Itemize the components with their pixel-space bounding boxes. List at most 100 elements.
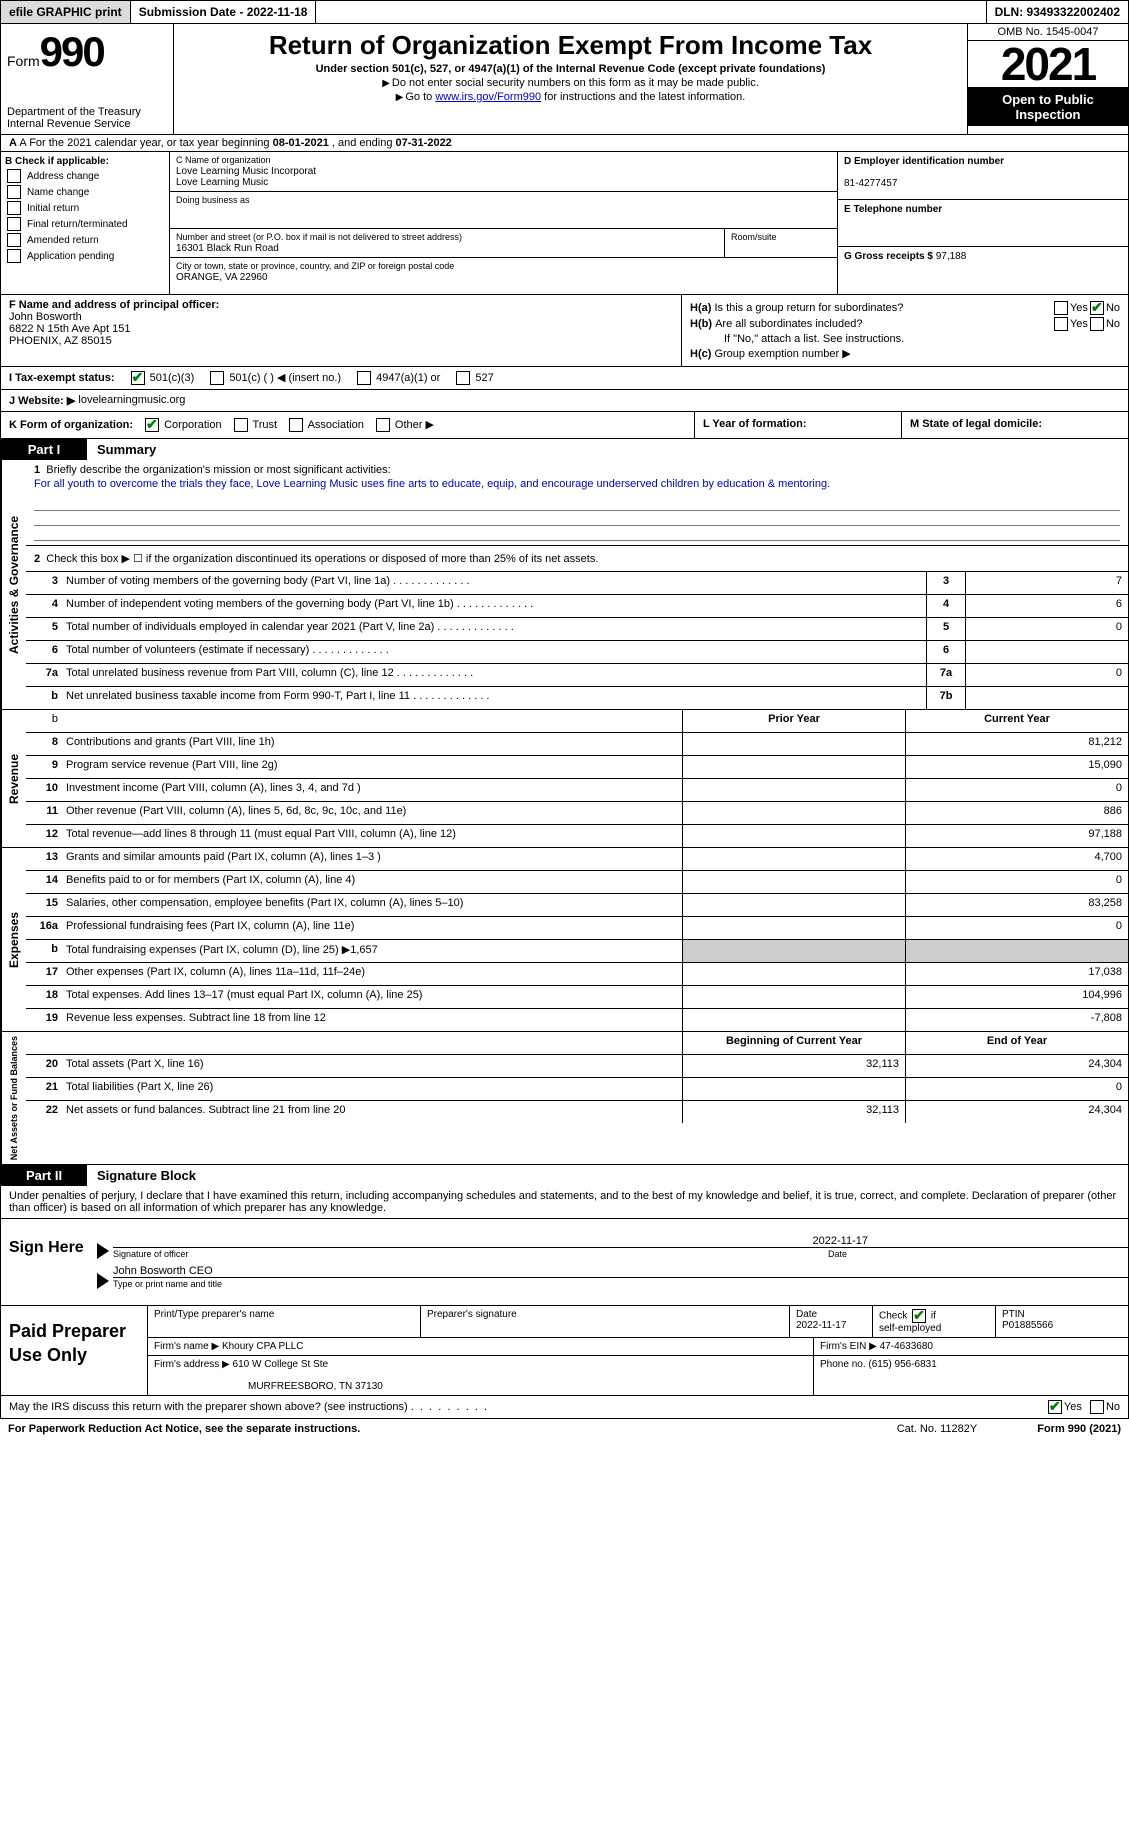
dba-box: Doing business as	[170, 192, 837, 229]
efile-print-button[interactable]: efile GRAPHIC print	[1, 1, 131, 23]
expense-line: bTotal fundraising expenses (Part IX, co…	[26, 939, 1128, 962]
org-name-1: Love Learning Music Incorporat	[176, 166, 316, 177]
part-1-header: Part I Summary	[0, 439, 1129, 460]
net-assets-line: 21Total liabilities (Part X, line 26) 0	[26, 1077, 1128, 1100]
tax-year: 2021	[968, 41, 1128, 88]
applicable-checkbox[interactable]	[7, 201, 21, 215]
checkbox-line: Initial return	[5, 201, 165, 215]
top-bar: efile GRAPHIC print Submission Date - 20…	[0, 0, 1129, 24]
officer-name-title: John Bosworth CEO	[113, 1265, 1128, 1277]
discuss-no-checkbox[interactable]	[1090, 1400, 1104, 1414]
hb-yes-checkbox[interactable]	[1054, 317, 1068, 331]
treasury-label: Department of the Treasury Internal Reve…	[7, 106, 167, 130]
city-state-zip: ORANGE, VA 22960	[176, 272, 268, 283]
net-assets-section: Net Assets or Fund Balances Beginning of…	[0, 1032, 1129, 1165]
street-address: 16301 Black Run Road	[176, 243, 279, 254]
org-name-2: Love Learning Music	[176, 177, 268, 188]
expense-line: 16aProfessional fundraising fees (Part I…	[26, 916, 1128, 939]
submission-date: Submission Date - 2022-11-18	[131, 1, 317, 23]
website-url: lovelearningmusic.org	[78, 394, 185, 407]
applicable-checkbox[interactable]	[7, 185, 21, 199]
summary-line: 4Number of independent voting members of…	[26, 594, 1128, 617]
other-checkbox[interactable]	[376, 418, 390, 432]
501c-checkbox[interactable]	[210, 371, 224, 385]
ssn-note: Do not enter social security numbers on …	[182, 77, 959, 89]
section-f-h: F Name and address of principal officer:…	[0, 295, 1129, 367]
signature-arrow-icon	[97, 1243, 109, 1259]
form-header: Form990 Department of the Treasury Inter…	[0, 24, 1129, 135]
net-assets-line: 22Net assets or fund balances. Subtract …	[26, 1100, 1128, 1123]
firm-ein: 47-4633680	[880, 1341, 933, 1352]
self-employed-checkbox[interactable]	[912, 1309, 926, 1323]
form-title: Return of Organization Exempt From Incom…	[182, 30, 959, 61]
net-assets-line: 20Total assets (Part X, line 16) 32,1132…	[26, 1054, 1128, 1077]
expenses-section: Expenses 13Grants and similar amounts pa…	[0, 848, 1129, 1032]
irs-form990-link[interactable]: www.irs.gov/Form990	[435, 91, 541, 103]
signature-intro: Under penalties of perjury, I declare th…	[0, 1186, 1129, 1219]
ha-yes-checkbox[interactable]	[1054, 301, 1068, 315]
ein: 81-4277457	[844, 178, 897, 189]
expense-line: 18Total expenses. Add lines 13–17 (must …	[26, 985, 1128, 1008]
501c3-checkbox[interactable]	[131, 371, 145, 385]
applicable-checkbox[interactable]	[7, 233, 21, 247]
summary-line: 5Total number of individuals employed in…	[26, 617, 1128, 640]
activities-governance-section: Activities & Governance 1 Briefly descri…	[0, 460, 1129, 710]
expense-line: 19Revenue less expenses. Subtract line 1…	[26, 1008, 1128, 1031]
corp-checkbox[interactable]	[145, 418, 159, 432]
summary-line: bNet unrelated business taxable income f…	[26, 686, 1128, 709]
part-2-header: Part II Signature Block	[0, 1165, 1129, 1186]
expense-line: 13Grants and similar amounts paid (Part …	[26, 848, 1128, 870]
officer-name: John Bosworth	[9, 311, 82, 323]
expense-line: 17Other expenses (Part IX, column (A), l…	[26, 962, 1128, 985]
discuss-with-preparer-row: May the IRS discuss this return with the…	[0, 1396, 1129, 1419]
firm-phone: (615) 956-6831	[868, 1359, 936, 1370]
revenue-line: 12Total revenue—add lines 8 through 11 (…	[26, 824, 1128, 847]
website-row: J Website: ▶ lovelearningmusic.org	[0, 390, 1129, 412]
revenue-line: 11Other revenue (Part VIII, column (A), …	[26, 801, 1128, 824]
signature-arrow-icon	[97, 1273, 109, 1289]
section-d-e-g: D Employer identification number 81-4277…	[837, 152, 1128, 294]
calendar-year-line: A A For the 2021 calendar year, or tax y…	[0, 135, 1129, 152]
revenue-line: 8Contributions and grants (Part VIII, li…	[26, 732, 1128, 755]
applicable-checkbox[interactable]	[7, 249, 21, 263]
mission-text: For all youth to overcome the trials the…	[34, 476, 1120, 496]
ptin: P01885566	[1002, 1320, 1053, 1331]
paid-preparer-section: Paid Preparer Use Only Print/Type prepar…	[0, 1306, 1129, 1396]
section-b: B Check if applicable: Address changeNam…	[1, 152, 170, 294]
checkbox-line: Amended return	[5, 233, 165, 247]
applicable-checkbox[interactable]	[7, 169, 21, 183]
form-footer: For Paperwork Reduction Act Notice, see …	[0, 1419, 1129, 1439]
hb-no-checkbox[interactable]	[1090, 317, 1104, 331]
summary-line: 7aTotal unrelated business revenue from …	[26, 663, 1128, 686]
form-990-label: Form990	[7, 28, 167, 76]
summary-line: 6Total number of volunteers (estimate if…	[26, 640, 1128, 663]
checkbox-line: Name change	[5, 185, 165, 199]
revenue-section: Revenue b Prior Year Current Year 8Contr…	[0, 710, 1129, 848]
expense-line: 14Benefits paid to or for members (Part …	[26, 870, 1128, 893]
gross-receipts: 97,188	[936, 251, 967, 262]
form-subtitle: Under section 501(c), 527, or 4947(a)(1)…	[182, 63, 959, 75]
form-of-org-row: K Form of organization: Corporation Trus…	[0, 412, 1129, 439]
section-c: C Name of organization Love Learning Mus…	[170, 152, 837, 294]
revenue-line: 9Program service revenue (Part VIII, lin…	[26, 755, 1128, 778]
4947-checkbox[interactable]	[357, 371, 371, 385]
tax-exempt-status-row: I Tax-exempt status: 501(c)(3) 501(c) ( …	[0, 367, 1129, 390]
ha-no-checkbox[interactable]	[1090, 301, 1104, 315]
dln-number: DLN: 93493322002402	[986, 1, 1128, 23]
open-to-public: Open to Public Inspection	[968, 88, 1128, 126]
checkbox-line: Final return/terminated	[5, 217, 165, 231]
irs-link-line: Go to www.irs.gov/Form990 for instructio…	[182, 91, 959, 103]
checkbox-line: Application pending	[5, 249, 165, 263]
revenue-line: 10Investment income (Part VIII, column (…	[26, 778, 1128, 801]
assoc-checkbox[interactable]	[289, 418, 303, 432]
expense-line: 15Salaries, other compensation, employee…	[26, 893, 1128, 916]
main-info-block: B Check if applicable: Address changeNam…	[0, 152, 1129, 295]
sign-here-section: Sign Here 2022-11-17 Signature of office…	[0, 1219, 1129, 1306]
discuss-yes-checkbox[interactable]	[1048, 1400, 1062, 1414]
summary-line: 3Number of voting members of the governi…	[26, 571, 1128, 594]
trust-checkbox[interactable]	[234, 418, 248, 432]
checkbox-line: Address change	[5, 169, 165, 183]
firm-name: Khoury CPA PLLC	[222, 1341, 304, 1352]
applicable-checkbox[interactable]	[7, 217, 21, 231]
527-checkbox[interactable]	[456, 371, 470, 385]
